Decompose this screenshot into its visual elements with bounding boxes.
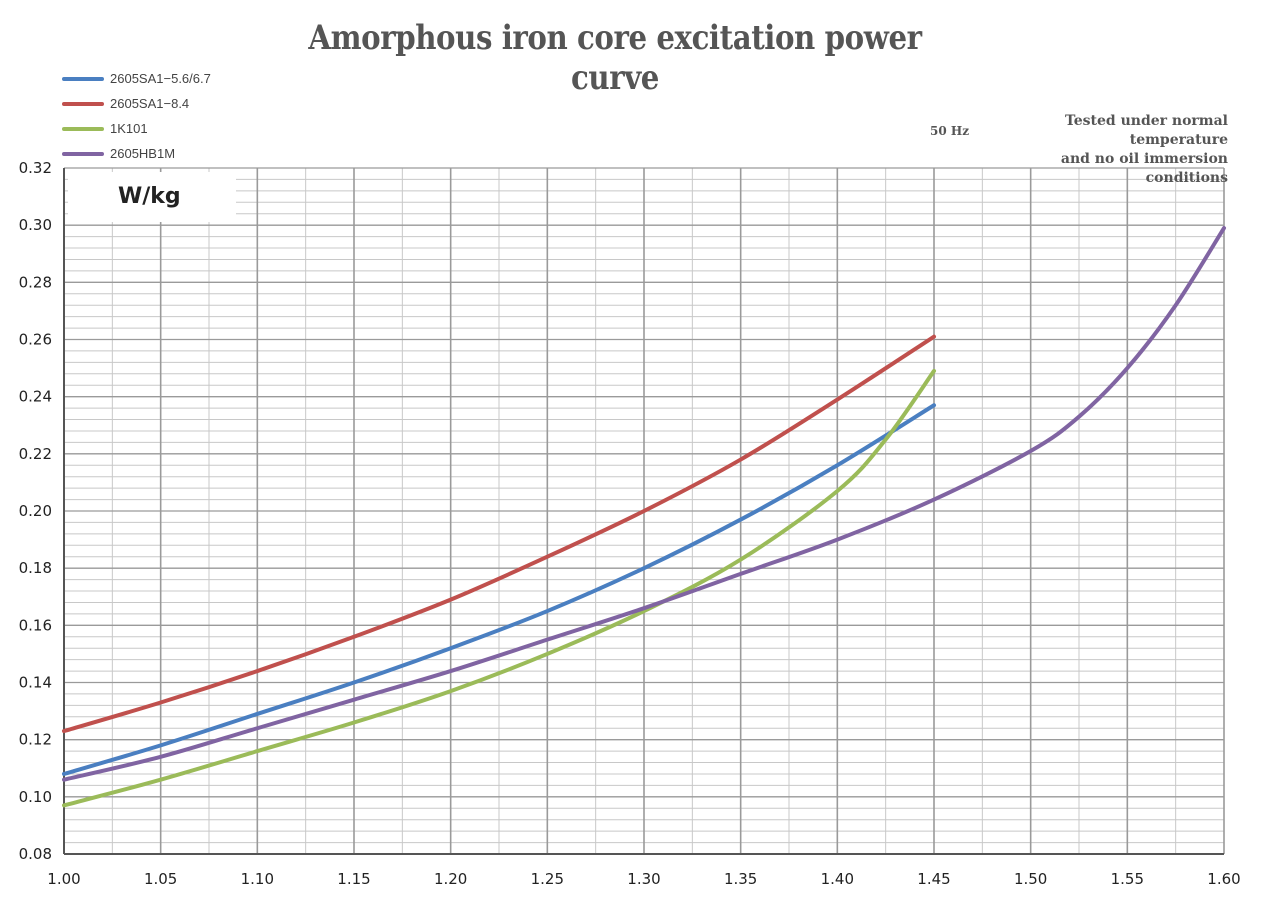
series-line — [62, 403, 936, 776]
frequency-label: 50 Hz — [930, 124, 970, 138]
x-tick-label: 1.55 — [1111, 870, 1144, 888]
chart-title: Amorphous iron core excitation power cur… — [308, 18, 922, 98]
y-tick-label: 0.20 — [19, 502, 52, 520]
x-tick-label: 1.35 — [724, 870, 757, 888]
legend-label: 2605SA1−5.6/6.7 — [110, 71, 211, 86]
x-tick-label: 1.00 — [47, 870, 80, 888]
axes — [63, 168, 1224, 855]
test-conditions-line: and no oil immersion conditions — [1060, 151, 1228, 186]
y-tick-label: 0.22 — [19, 445, 52, 463]
y-tick-label: 0.24 — [19, 388, 52, 406]
x-tick-label: 1.30 — [627, 870, 660, 888]
x-tick-label: 1.05 — [144, 870, 177, 888]
legend: 2605SA1−5.6/6.7 2605SA1−8.4 1K101 2605HB… — [62, 66, 211, 166]
y-tick-labels: 0.08 0.10 0.12 0.14 0.16 0.18 0.20 0.22 0.24 0.26… — [19, 159, 52, 863]
test-conditions-text: Tested under normal temperature and no o… — [982, 112, 1228, 188]
x-tick-label: 1.40 — [821, 870, 854, 888]
y-tick-label: 0.18 — [19, 559, 52, 577]
test-conditions-line: Tested under normal temperature — [1064, 113, 1228, 148]
x-tick-label: 1.10 — [241, 870, 274, 888]
legend-label: 2605HB1M — [110, 146, 176, 161]
y-tick-label: 0.10 — [19, 788, 52, 806]
y-tick-label: 0.14 — [19, 674, 52, 692]
y-tick-label: 0.16 — [19, 616, 52, 634]
y-tick-label: 0.12 — [19, 731, 52, 749]
y-axis-unit-label: W/kg — [118, 184, 181, 209]
x-tick-label: 1.50 — [1014, 870, 1047, 888]
unit-label-box: W/kg — [68, 172, 236, 222]
y-tick-label: 0.30 — [19, 216, 52, 234]
y-tick-label: 0.28 — [19, 273, 52, 291]
legend-item: 1K101 — [62, 116, 211, 141]
legend-item: 2605HB1M — [62, 141, 211, 166]
x-tick-label: 1.15 — [337, 870, 370, 888]
series-line — [62, 334, 936, 734]
x-tick-label: 1.60 — [1207, 870, 1240, 888]
series-line — [62, 226, 1226, 782]
legend-swatch — [62, 126, 104, 131]
x-tick-label: 1.25 — [531, 870, 564, 888]
legend-label: 1K101 — [110, 121, 148, 136]
legend-item: 2605SA1−5.6/6.7 — [62, 66, 211, 91]
y-tick-label: 0.32 — [19, 159, 52, 177]
y-tick-label: 0.08 — [19, 845, 52, 863]
grid-major — [63, 167, 1225, 855]
legend-swatch — [62, 76, 104, 81]
y-tick-label: 0.26 — [19, 331, 52, 349]
series-lines — [62, 226, 1226, 808]
legend-label: 2605SA1−8.4 — [110, 96, 190, 111]
legend-swatch — [62, 101, 104, 106]
legend-item: 2605SA1−8.4 — [62, 91, 211, 116]
x-tick-label: 1.45 — [917, 870, 950, 888]
x-tick-labels: 1.00 1.05 1.10 1.15 1.20 1.25 1.30 1.35 1.40 1.45… — [47, 870, 1240, 888]
legend-swatch — [62, 151, 104, 156]
series-line — [62, 368, 936, 808]
x-tick-label: 1.20 — [434, 870, 467, 888]
